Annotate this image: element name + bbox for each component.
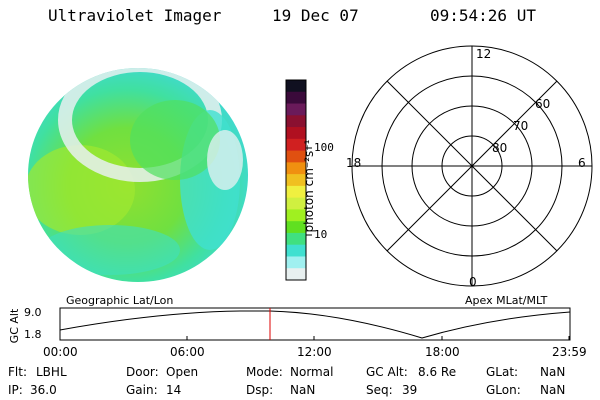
globe-image [28, 68, 248, 282]
date-label: 19 Dec 07 [272, 6, 359, 25]
status-gcalt-value: 8.6 Re [418, 365, 457, 379]
xtick-0000: 00:00 [43, 345, 78, 359]
time-label: 09:54:26 UT [430, 6, 536, 25]
gc-alt-axis-label: GC Alt [8, 308, 21, 344]
geographic-label: Geographic Lat/Lon [66, 294, 174, 307]
colorbar-ticks [306, 147, 312, 236]
lat-label-80: 80 [492, 141, 508, 155]
status-gain-value: 14 [166, 383, 182, 397]
colorbar-swatch [286, 162, 306, 175]
instrument-title: Ultraviolet Imager [48, 6, 222, 25]
colorbar-swatch [286, 185, 306, 199]
status-glon-value: NaN [540, 383, 566, 397]
status-gcalt-label: GC Alt: [366, 365, 408, 379]
colorbar-frame [285, 79, 307, 281]
status-flt-value: LBHL [36, 365, 67, 379]
colorbar-swatch [286, 115, 306, 128]
status-ip-label: IP: [8, 383, 23, 397]
colorbar-swatch [286, 91, 306, 105]
status-glon-label: GLon: [486, 383, 521, 397]
colorbar-swatch [286, 138, 306, 152]
colorbar-swatch [286, 209, 306, 222]
ytick-9: 9.0 [24, 306, 42, 319]
xtick-0600: 06:00 [170, 345, 205, 359]
status-door-label: Door: [126, 365, 159, 379]
mlt-label-0: 0 [469, 275, 477, 289]
status-flt-label: Flt: [8, 365, 27, 379]
xtick-1200: 12:00 [297, 345, 332, 359]
status-seq-value: 39 [402, 383, 418, 397]
mlt-label-6: 6 [578, 156, 586, 170]
status-glat-value: NaN [540, 365, 566, 379]
lat-label-60: 60 [535, 97, 551, 111]
colorbar-swatch [286, 150, 306, 163]
colorbar-swatch [286, 80, 306, 93]
status-door-value: Open [166, 365, 199, 379]
colorbar-swatch [286, 232, 306, 246]
ytick-1-8: 1.8 [24, 328, 42, 341]
status-dsp-value: NaN [290, 383, 316, 397]
status-glat-label: GLat: [486, 365, 519, 379]
mlt-label-12: 12 [476, 47, 492, 61]
status-mode-label: Mode: [246, 365, 283, 379]
apex-label: Apex MLat/MLT [465, 294, 548, 307]
xtick-1800: 18:00 [425, 345, 460, 359]
colorbar-tick-10: 10 [314, 228, 328, 241]
mlt-label-18: 18 [346, 156, 362, 170]
colorbar-swatch [286, 268, 306, 281]
colorbar [285, 79, 307, 281]
colorbar-swatch [286, 127, 306, 140]
colorbar-label: photon cm⁻²s⁻¹ [302, 139, 316, 233]
colorbar-swatch [286, 174, 306, 187]
colorbar-swatch [286, 103, 306, 116]
colorbar-swatch [286, 197, 306, 210]
colorbar-swatch [286, 244, 306, 257]
colorbar-swatch [286, 221, 306, 234]
colorbar-tick-100: 100 [314, 141, 334, 154]
lat-label-70: 70 [513, 119, 529, 133]
status-mode-value: Normal [290, 365, 334, 379]
altitude-plot [59, 307, 571, 341]
status-dsp-label: Dsp: [246, 383, 274, 397]
xtick-2359: 23:59 [552, 345, 587, 359]
status-ip-value: 36.0 [30, 383, 57, 397]
status-seq-label: Seq: [366, 383, 393, 397]
status-gain-label: Gain: [126, 383, 158, 397]
colorbar-swatch [286, 256, 306, 269]
polar-plot [351, 45, 593, 287]
